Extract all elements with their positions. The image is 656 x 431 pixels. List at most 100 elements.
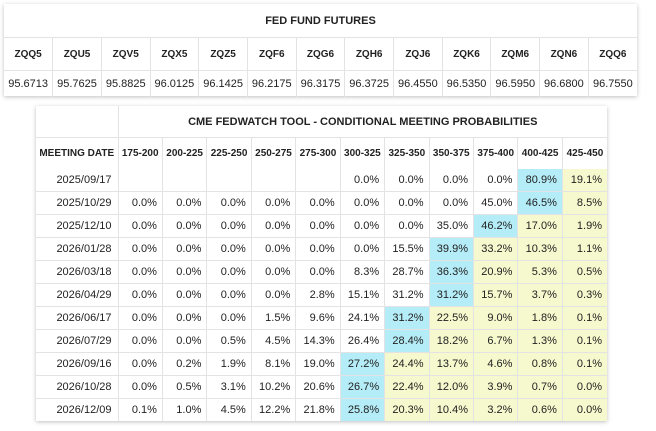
probability-cell: 0.0% bbox=[206, 214, 252, 238]
probability-cell: 0.0% bbox=[384, 214, 430, 238]
probability-cell: 1.9% bbox=[562, 214, 607, 238]
probability-cell: 3.2% bbox=[473, 398, 519, 421]
futures-symbol: ZQV5 bbox=[101, 37, 151, 71]
probability-cell: 8.5% bbox=[562, 191, 607, 215]
probability-cell: 15.5% bbox=[384, 237, 430, 261]
futures-price: 96.1425 bbox=[198, 70, 248, 97]
probability-cell: 25.8% bbox=[340, 398, 386, 421]
probability-cell: 0.0% bbox=[118, 214, 163, 238]
probability-cell: 0.0% bbox=[162, 329, 208, 353]
futures-price: 96.3175 bbox=[296, 70, 346, 97]
probability-cell: 0.0% bbox=[206, 306, 252, 330]
probability-cell: 0.1% bbox=[562, 306, 607, 330]
probability-cell: 1.0% bbox=[162, 398, 208, 421]
rate-range-header: 400-425 bbox=[517, 137, 563, 169]
probability-cell: 1.1% bbox=[562, 237, 607, 261]
probability-cell: 31.2% bbox=[429, 283, 475, 307]
probability-cell: 5.3% bbox=[517, 260, 563, 284]
probability-cell bbox=[162, 169, 208, 192]
probability-cell: 0.0% bbox=[295, 260, 341, 284]
probability-cell: 0.0% bbox=[384, 169, 430, 192]
probability-cell bbox=[295, 169, 341, 192]
probability-cell bbox=[118, 169, 163, 192]
probability-cell: 0.0% bbox=[429, 169, 475, 192]
probability-cell: 20.9% bbox=[473, 260, 519, 284]
probability-cell: 0.0% bbox=[118, 375, 163, 399]
meeting-row: 2025/09/17 0.0% 0.0% 0.0% 0.0% 80.9% 19.1% bbox=[36, 169, 607, 192]
meeting-date: 2026/10/28 bbox=[36, 375, 119, 399]
probability-cell: 4.5% bbox=[251, 329, 297, 353]
probability-cell: 0.0% bbox=[118, 352, 163, 376]
futures-price: 96.0125 bbox=[150, 70, 200, 97]
futures-price: 95.6713 bbox=[4, 70, 54, 97]
probability-cell: 0.0% bbox=[251, 260, 297, 284]
rate-range-header: 350-375 bbox=[429, 137, 475, 169]
probability-cell: 0.8% bbox=[517, 352, 563, 376]
rate-range-header: 200-225 bbox=[162, 137, 208, 169]
probability-cell: 0.3% bbox=[562, 283, 607, 307]
futures-symbol: ZQH6 bbox=[344, 37, 394, 71]
rate-range-header: 250-275 bbox=[251, 137, 297, 169]
probability-cell: 0.0% bbox=[295, 191, 341, 215]
probability-cell: 35.0% bbox=[429, 214, 475, 238]
futures-price: 96.4550 bbox=[393, 70, 443, 97]
rate-range-header: 300-325 bbox=[340, 137, 386, 169]
meeting-row: 2026/04/29 0.0% 0.0% 0.0% 0.0% 2.8% 15.1% 31.2%… bbox=[36, 283, 607, 307]
futures-title: FED FUND FUTURES bbox=[4, 4, 637, 38]
probability-cell: 46.5% bbox=[517, 191, 563, 215]
meeting-date: 2026/07/29 bbox=[36, 329, 119, 353]
probability-cell: 33.2% bbox=[473, 237, 519, 261]
probability-cell: 0.1% bbox=[562, 352, 607, 376]
probability-cell: 10.3% bbox=[517, 237, 563, 261]
meeting-row: 2026/06/17 0.0% 0.0% 0.0% 1.5% 9.6% 24.1% 31.2%… bbox=[36, 306, 607, 330]
probability-cell: 0.0% bbox=[118, 237, 163, 261]
probability-cell: 10.4% bbox=[429, 398, 475, 421]
probability-cell: 0.0% bbox=[206, 191, 252, 215]
futures-symbol-row: ZQQ5 ZQU5 ZQV5 ZQX5 ZQZ5 ZQF6 ZQG6 ZQH6 ZQJ6 ZQK6… bbox=[4, 37, 637, 71]
probability-cell: 45.0% bbox=[473, 191, 519, 215]
probability-cell: 10.2% bbox=[251, 375, 297, 399]
probability-cell: 0.1% bbox=[562, 329, 607, 353]
fedwatch-table: CME FEDWATCH TOOL - CONDITIONAL MEETING … bbox=[36, 106, 607, 421]
probability-cell: 24.1% bbox=[340, 306, 386, 330]
futures-price: 96.3725 bbox=[344, 70, 394, 97]
meeting-row: 2026/03/18 0.0% 0.0% 0.0% 0.0% 0.0% 8.3% 28.7% 3… bbox=[36, 260, 607, 284]
meeting-date-header: MEETING DATE bbox=[36, 137, 119, 169]
probability-cell: 0.0% bbox=[118, 260, 163, 284]
probability-cell: 0.0% bbox=[206, 283, 252, 307]
probability-cell: 3.1% bbox=[206, 375, 252, 399]
probability-cell: 6.7% bbox=[473, 329, 519, 353]
probability-cell: 0.0% bbox=[162, 260, 208, 284]
meeting-row: 2026/10/28 0.0% 0.5% 3.1% 10.2% 20.6% 26.7% 22.… bbox=[36, 375, 607, 399]
fedwatch-panel: CME FEDWATCH TOOL - CONDITIONAL MEETING … bbox=[36, 106, 607, 421]
probability-cell bbox=[251, 169, 297, 192]
probability-cell: 0.6% bbox=[517, 398, 563, 421]
probability-cell: 0.0% bbox=[206, 260, 252, 284]
rate-range-header: 225-250 bbox=[206, 137, 252, 169]
rate-range-header: 175-200 bbox=[118, 137, 163, 169]
probability-cell: 15.7% bbox=[473, 283, 519, 307]
probability-cell: 22.4% bbox=[384, 375, 430, 399]
probability-cell: 26.4% bbox=[340, 329, 386, 353]
probability-cell: 0.0% bbox=[429, 191, 475, 215]
probability-cell: 8.1% bbox=[251, 352, 297, 376]
probability-cell: 0.0% bbox=[162, 214, 208, 238]
probability-cell: 9.6% bbox=[295, 306, 341, 330]
probability-cell: 36.3% bbox=[429, 260, 475, 284]
probability-cell: 0.0% bbox=[162, 237, 208, 261]
probability-cell: 0.5% bbox=[562, 260, 607, 284]
futures-symbol: ZQG6 bbox=[296, 37, 346, 71]
probability-cell: 0.0% bbox=[118, 191, 163, 215]
probability-cell: 22.5% bbox=[429, 306, 475, 330]
probability-cell: 19.1% bbox=[562, 169, 607, 192]
futures-symbol: ZQN6 bbox=[539, 37, 589, 71]
probability-cell: 0.5% bbox=[206, 329, 252, 353]
probability-cell: 1.3% bbox=[517, 329, 563, 353]
probability-cell: 46.2% bbox=[473, 214, 519, 238]
futures-symbol: ZQF6 bbox=[247, 37, 297, 71]
meeting-row: 2026/07/29 0.0% 0.0% 0.5% 4.5% 14.3% 26.4% 28.4… bbox=[36, 329, 607, 353]
probability-cell: 0.0% bbox=[295, 214, 341, 238]
probability-cell: 0.0% bbox=[295, 237, 341, 261]
probability-cell: 0.0% bbox=[162, 283, 208, 307]
corner-cell bbox=[36, 106, 119, 138]
